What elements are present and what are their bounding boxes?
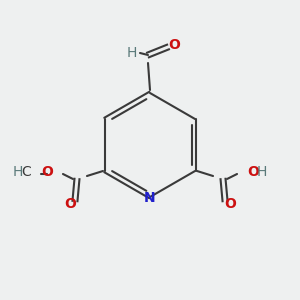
Text: N: N xyxy=(144,191,156,205)
Text: O: O xyxy=(41,165,53,179)
Text: O: O xyxy=(224,197,236,211)
Text: C: C xyxy=(21,165,31,179)
Text: H: H xyxy=(257,165,267,179)
Text: H: H xyxy=(127,46,137,60)
Text: O: O xyxy=(247,165,259,179)
Text: H: H xyxy=(13,165,23,179)
Text: O: O xyxy=(64,197,76,211)
Text: O: O xyxy=(168,38,180,52)
